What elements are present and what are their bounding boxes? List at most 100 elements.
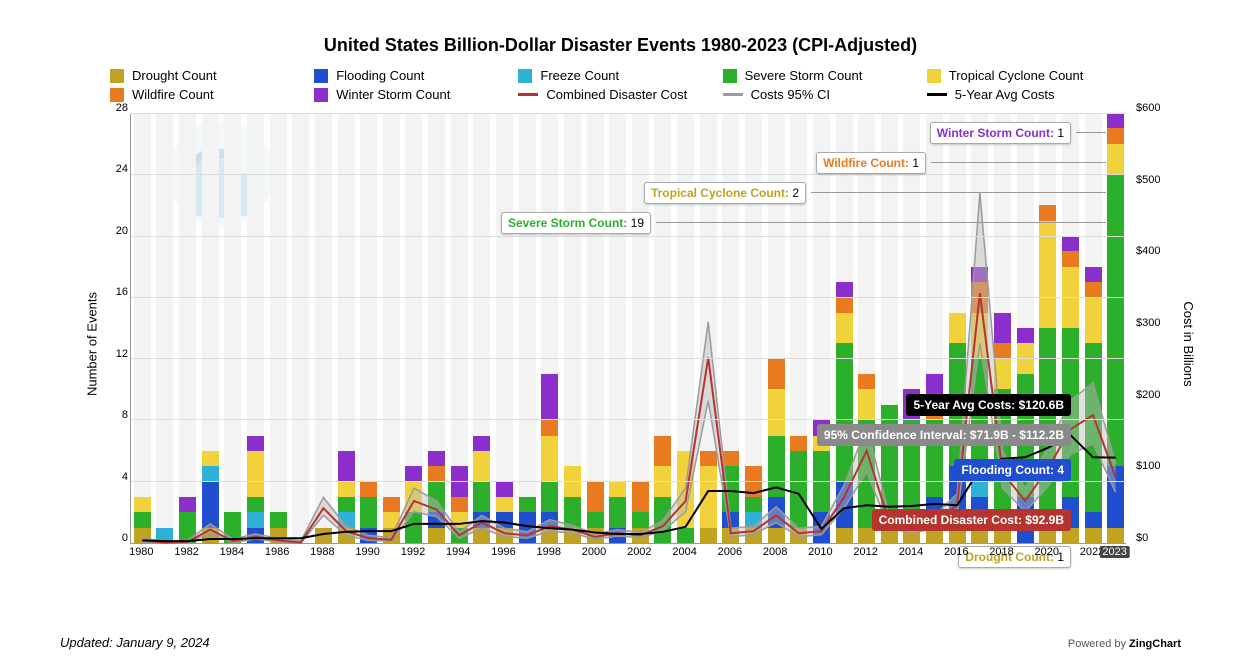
- x-axis: 1980198219841986198819901992199419961998…: [130, 546, 1126, 564]
- callout-count: Tropical Cyclone Count: 2: [644, 182, 806, 204]
- callout-cost: 5-Year Avg Costs: $120.6B: [906, 394, 1071, 416]
- callout-value: 19: [631, 216, 644, 230]
- callout-count: Severe Storm Count: 19: [501, 212, 651, 234]
- x-tick: 1988: [310, 546, 334, 558]
- legend-swatch: [927, 93, 947, 96]
- callout-value: 1: [912, 156, 919, 170]
- legend-swatch: [518, 69, 532, 83]
- y-tick-left: 4: [98, 471, 128, 483]
- legend-swatch: [314, 88, 328, 102]
- x-tick: 2000: [582, 546, 606, 558]
- y-axis-right: $0$100$200$300$400$500$600: [1136, 114, 1166, 544]
- legend-swatch: [314, 69, 328, 83]
- x-tick: 2012: [853, 546, 877, 558]
- callout-label: Severe Storm Count:: [508, 216, 631, 230]
- legend-item[interactable]: Tropical Cyclone Count: [927, 66, 1131, 85]
- legend-label: Winter Storm Count: [336, 87, 450, 102]
- y-tick-left: 8: [98, 409, 128, 421]
- gridline: [131, 174, 1126, 175]
- legend-label: Severe Storm Count: [745, 68, 863, 83]
- powered-prefix: Powered by: [1068, 638, 1129, 650]
- y-tick-left: 0: [98, 532, 128, 544]
- legend-item[interactable]: Combined Disaster Cost: [518, 85, 722, 104]
- ci-band: [142, 193, 1115, 543]
- legend-swatch: [723, 93, 743, 96]
- legend-label: Flooding Count: [336, 68, 424, 83]
- updated-text: Updated: January 9, 2024: [60, 635, 210, 650]
- legend: Drought Count Flooding Count Freeze Count S…: [0, 56, 1241, 109]
- x-tick: 2006: [718, 546, 742, 558]
- legend-swatch: [723, 69, 737, 83]
- gridline: [131, 297, 1126, 298]
- callout-value: 2: [792, 186, 799, 200]
- x-tick: 2020: [1035, 546, 1059, 558]
- legend-label: Drought Count: [132, 68, 217, 83]
- y-tick-right: $300: [1136, 317, 1166, 329]
- gridline: [131, 113, 1126, 114]
- x-tick: 1984: [220, 546, 244, 558]
- legend-item[interactable]: Costs 95% CI: [723, 85, 927, 104]
- powered-name: ZingChart: [1129, 638, 1181, 650]
- callout-count: Wildfire Count: 1: [816, 152, 926, 174]
- y-axis-right-label: Cost in Billions: [1181, 301, 1196, 386]
- legend-item[interactable]: Severe Storm Count: [723, 66, 927, 85]
- callout-leader: [1076, 132, 1106, 133]
- x-tick: 2008: [763, 546, 787, 558]
- callout-leader: [931, 162, 1106, 163]
- x-tick: 1986: [265, 546, 289, 558]
- x-tick: 1980: [129, 546, 153, 558]
- legend-swatch: [110, 69, 124, 83]
- legend-item[interactable]: 5-Year Avg Costs: [927, 85, 1131, 104]
- x-tick: 2016: [944, 546, 968, 558]
- callout-label: Wildfire Count:: [823, 156, 912, 170]
- x-tick: 1998: [537, 546, 561, 558]
- callout-label: Winter Storm Count:: [937, 126, 1058, 140]
- legend-item[interactable]: Wildfire Count: [110, 85, 314, 104]
- x-tick: 1992: [401, 546, 425, 558]
- y-tick-right: $0: [1136, 532, 1166, 544]
- y-tick-left: 12: [98, 348, 128, 360]
- chart-title: United States Billion-Dollar Disaster Ev…: [0, 0, 1241, 56]
- legend-item[interactable]: Drought Count: [110, 66, 314, 85]
- legend-label: 5-Year Avg Costs: [955, 87, 1055, 102]
- gridline: [131, 358, 1126, 359]
- callout-label: Tropical Cyclone Count:: [651, 186, 792, 200]
- legend-label: Wildfire Count: [132, 87, 214, 102]
- callout-cost: 95% Confidence Interval: $71.9B - $112.2…: [817, 424, 1071, 446]
- legend-label: Combined Disaster Cost: [546, 87, 687, 102]
- y-tick-left: 24: [98, 163, 128, 175]
- chart-area: Number of Events Cost in Billions 048121…: [100, 114, 1161, 574]
- y-tick-right: $400: [1136, 245, 1166, 257]
- callout-leader: [656, 222, 1106, 223]
- legend-label: Freeze Count: [540, 68, 619, 83]
- x-tick: 1990: [355, 546, 379, 558]
- y-axis-left: 0481216202428: [98, 114, 128, 544]
- x-tick: 1994: [446, 546, 470, 558]
- y-tick-left: 16: [98, 286, 128, 298]
- y-tick-left: 20: [98, 225, 128, 237]
- legend-label: Tropical Cyclone Count: [949, 68, 1084, 83]
- gridline: [131, 236, 1126, 237]
- y-tick-left: 28: [98, 102, 128, 114]
- x-tick: 2002: [627, 546, 651, 558]
- x-tick: 2014: [899, 546, 923, 558]
- callout-count: Winter Storm Count: 1: [930, 122, 1071, 144]
- callout-leader: [811, 192, 1106, 193]
- legend-swatch: [518, 93, 538, 96]
- legend-item[interactable]: Freeze Count: [518, 66, 722, 85]
- legend-item[interactable]: Flooding Count: [314, 66, 518, 85]
- powered-by: Powered by ZingChart: [1068, 638, 1181, 650]
- legend-swatch: [927, 69, 941, 83]
- legend-label: Costs 95% CI: [751, 87, 830, 102]
- y-tick-right: $600: [1136, 102, 1166, 114]
- legend-item[interactable]: Winter Storm Count: [314, 85, 518, 104]
- x-tick: 2010: [808, 546, 832, 558]
- callout-cost: Flooding Count: 4: [954, 459, 1071, 481]
- x-tick: 2018: [989, 546, 1013, 558]
- x-tick: 2004: [672, 546, 696, 558]
- legend-swatch: [110, 88, 124, 102]
- plot-area: Winter Storm Count: 1Wildfire Count: 1Tr…: [130, 114, 1126, 544]
- y-tick-right: $100: [1136, 460, 1166, 472]
- y-tick-right: $200: [1136, 389, 1166, 401]
- callout-value: 1: [1057, 126, 1064, 140]
